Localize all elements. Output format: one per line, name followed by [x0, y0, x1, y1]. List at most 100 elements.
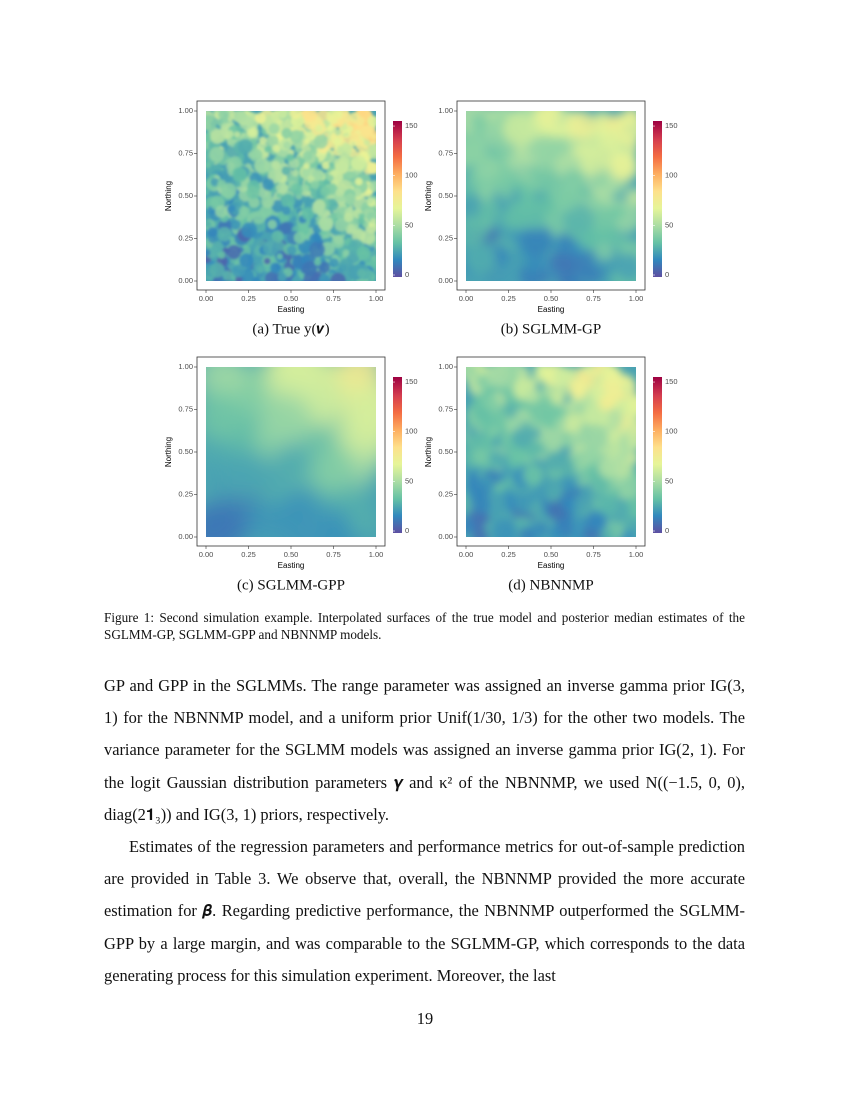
- x-tick-label: 0.00: [459, 550, 474, 559]
- heatmap-cell: [211, 241, 224, 253]
- heatmap-cell: [291, 169, 299, 177]
- heatmap-cell: [270, 262, 282, 274]
- heatmap-cell: [254, 157, 270, 174]
- x-axis-label: Easting: [538, 561, 565, 570]
- y-tick-label: 0.50: [438, 191, 453, 200]
- colorbar-label: 150: [405, 121, 418, 130]
- heatmap-cell: [581, 446, 601, 466]
- heatmap-cell: [370, 218, 376, 225]
- heatmap-cell: [496, 263, 515, 281]
- heatmap-cell: [226, 161, 235, 171]
- heatmap-cell: [232, 264, 246, 278]
- heatmap-cell: [241, 222, 258, 239]
- x-tick-label: 1.00: [369, 294, 384, 303]
- heatmap-cell: [549, 180, 581, 212]
- heatmap-cell: [486, 367, 511, 388]
- heatmap-cell: [234, 131, 241, 138]
- x-tick-label: 1.00: [629, 550, 644, 559]
- heatmap-cell: [252, 210, 266, 224]
- heatmap-cell: [488, 424, 501, 438]
- heatmap-cell: [521, 224, 554, 257]
- heatmap-cell: [507, 153, 525, 171]
- heatmap-cell: [478, 416, 492, 430]
- heatmap-cell: [302, 261, 318, 277]
- colorbar-label: 0: [405, 526, 409, 535]
- heatmap-cell: [355, 116, 365, 126]
- heatmap-cell: [544, 451, 565, 473]
- x-tick-label: 1.00: [369, 550, 384, 559]
- x-axis-label: Easting: [278, 305, 305, 314]
- heatmap-cell: [217, 179, 227, 189]
- heatmap-cell: [562, 478, 578, 493]
- heatmap-cell: [367, 162, 376, 175]
- heatmap-cell: [246, 186, 260, 200]
- heatmap-cell: [251, 276, 261, 281]
- figure: 0.00 0.00 0.25 0.25 0.50 0.50 0.75 0.75 1.00 1.00…: [164, 100, 678, 593]
- heatmap-cell: [598, 188, 613, 203]
- y-tick-label: 0.75: [178, 148, 193, 157]
- heatmap-cell: [232, 167, 248, 183]
- heatmap-cell: [329, 258, 339, 268]
- heatmap-cell: [357, 268, 367, 278]
- heatmap-cell: [280, 193, 296, 209]
- heatmap-cell: [363, 139, 371, 146]
- colorbar-label: 100: [665, 427, 678, 436]
- x-tick-label: 0.25: [241, 550, 256, 559]
- heatmap-cell: [472, 448, 490, 466]
- heatmap: [206, 367, 376, 537]
- panel-caption: (b) SGLMM-GP: [501, 321, 601, 337]
- heatmap-cell: [562, 412, 583, 433]
- y-tick-label: 1.00: [178, 362, 193, 371]
- figure-caption: Figure 1: Second simulation example. Int…: [104, 610, 745, 642]
- heatmap-cell: [509, 249, 527, 266]
- colorbar-label: 100: [405, 171, 418, 180]
- heatmap-cell: [368, 180, 376, 192]
- heatmap-cell: [209, 146, 225, 163]
- heatmap-cell: [609, 152, 636, 182]
- heatmap-cell: [593, 172, 609, 188]
- heatmap-cell: [271, 230, 284, 243]
- x-tick-label: 0.25: [241, 294, 256, 303]
- x-tick-label: 1.00: [629, 294, 644, 303]
- heatmap-cell: [598, 395, 615, 412]
- colorbar-label: 150: [405, 377, 418, 386]
- heatmap-cell: [239, 253, 254, 268]
- heatmap-cell: [302, 111, 318, 122]
- panel-caption: (c) SGLMM-GPP: [237, 577, 345, 593]
- heatmap: [206, 111, 376, 281]
- colorbar: [653, 121, 662, 277]
- heatmap-cell: [329, 212, 337, 221]
- heatmap-cell: [313, 134, 328, 149]
- y-tick-label: 0.75: [438, 404, 453, 413]
- y-axis-label: Northing: [424, 181, 433, 211]
- heatmap-cell: [257, 393, 314, 449]
- colorbar-label: 0: [405, 270, 409, 279]
- heatmap-cell: [318, 216, 334, 232]
- heatmap-cell: [264, 145, 272, 153]
- heatmap-cell: [342, 249, 350, 257]
- heatmap-cell: [272, 144, 281, 153]
- heatmap-cell: [257, 265, 265, 273]
- heatmap-cell: [310, 180, 320, 190]
- colorbar-label: 100: [665, 171, 678, 180]
- x-tick-label: 0.50: [544, 550, 559, 559]
- heatmap-cell: [225, 130, 234, 139]
- heatmap-cell: [237, 138, 253, 154]
- heatmap: [466, 367, 636, 537]
- heatmap-cell: [206, 501, 243, 537]
- y-tick-label: 0.00: [438, 532, 453, 541]
- heatmap-cell: [321, 161, 330, 170]
- heatmap-cell: [312, 202, 325, 215]
- heatmap-cell: [311, 168, 324, 181]
- heatmap-cell: [222, 172, 230, 180]
- colorbar-label: 0: [665, 270, 669, 279]
- heatmap-cell: [569, 382, 588, 400]
- heatmap-cell: [289, 129, 304, 144]
- heatmap-cell: [345, 382, 376, 443]
- heatmap-cell: [217, 250, 226, 259]
- heatmap-cell: [271, 160, 281, 170]
- heatmap-cell: [276, 253, 283, 260]
- heatmap-cell: [525, 210, 546, 231]
- heatmap-cell: [609, 204, 626, 220]
- heatmap-cell: [596, 494, 618, 516]
